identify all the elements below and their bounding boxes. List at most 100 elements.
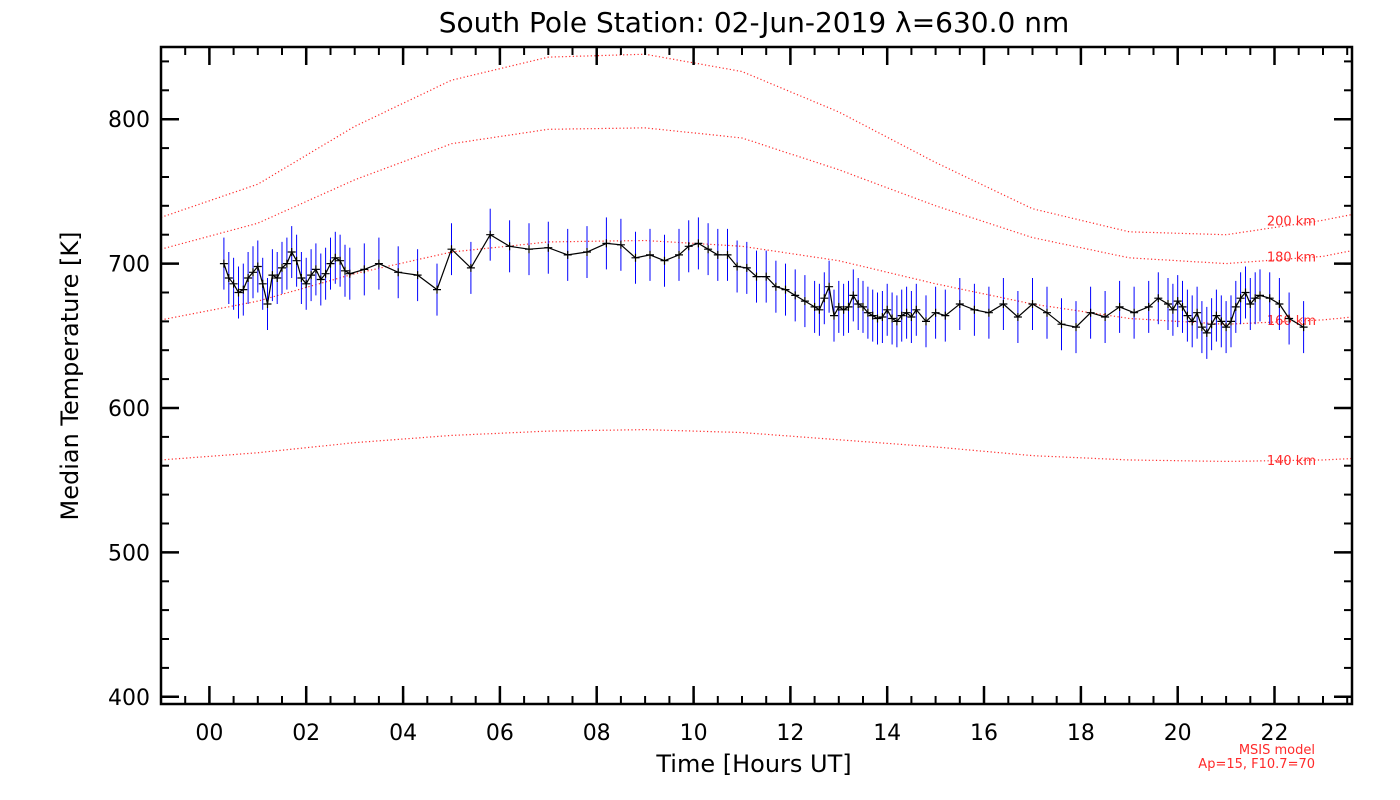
data-point <box>563 250 572 259</box>
data-point <box>486 230 495 239</box>
data-point <box>771 282 780 291</box>
data-point <box>907 313 916 321</box>
data-point <box>1072 323 1080 332</box>
data-point <box>219 259 228 268</box>
data-point <box>646 250 654 259</box>
data-point <box>287 248 296 256</box>
x-tick-label: 20 <box>1164 721 1192 746</box>
data-point <box>631 253 640 262</box>
data-point <box>810 302 819 311</box>
data-point <box>331 253 340 262</box>
data-point <box>1197 323 1206 332</box>
x-tick-label: 02 <box>292 721 320 746</box>
y-axis-label: Median Temperature [K] <box>56 231 84 520</box>
data-point <box>733 262 742 271</box>
data-point <box>868 311 877 320</box>
data-point <box>1222 323 1231 332</box>
data-point <box>263 300 272 308</box>
data-point <box>544 243 553 252</box>
data-point <box>321 269 330 278</box>
data-point <box>815 305 824 314</box>
data-point <box>873 314 882 323</box>
data-point <box>525 245 533 254</box>
data-point <box>892 317 901 326</box>
data-point <box>583 248 591 256</box>
x-tick-label: 04 <box>389 721 417 746</box>
data-point <box>1285 314 1294 323</box>
data-point <box>820 294 829 303</box>
data-point <box>902 308 911 317</box>
data-point <box>1202 328 1211 337</box>
temperature-line <box>223 233 1304 334</box>
data-point <box>1246 300 1255 308</box>
data-point <box>278 263 286 272</box>
data-point <box>1275 300 1284 308</box>
data-point <box>849 291 858 300</box>
data-point <box>1183 311 1192 320</box>
data-point <box>1212 311 1221 320</box>
plot-frame <box>159 45 1354 706</box>
x-axis-label: Time [Hours UT] <box>655 750 851 778</box>
y-tick-label: 800 <box>108 108 150 133</box>
data-point <box>723 250 732 259</box>
data-point <box>1231 302 1240 311</box>
data-point <box>1028 300 1037 308</box>
data-point <box>1188 317 1197 326</box>
data-point <box>1115 302 1124 311</box>
data-point <box>791 291 800 300</box>
data-point <box>307 271 316 280</box>
data-point <box>433 285 441 294</box>
data-point <box>602 239 611 248</box>
x-tick-label: 12 <box>776 721 804 746</box>
data-point <box>1013 313 1022 321</box>
data-point <box>1178 302 1187 311</box>
data-point <box>1217 317 1226 326</box>
data-point <box>341 266 349 275</box>
data-point <box>888 314 897 323</box>
model-label-180km: 180 km <box>1267 250 1316 265</box>
data-point <box>394 268 403 277</box>
data-point <box>258 279 267 288</box>
data-point <box>316 275 325 284</box>
data-point <box>834 302 843 311</box>
data-point <box>878 313 887 321</box>
temperature-series <box>219 230 1308 337</box>
data-point <box>345 269 354 278</box>
y-tick-label: 500 <box>108 541 150 566</box>
data-point <box>800 297 809 306</box>
data-point <box>897 311 906 320</box>
data-point <box>1101 313 1110 321</box>
data-point <box>854 300 863 308</box>
data-point <box>1168 305 1177 314</box>
x-tick-label: 06 <box>486 721 514 746</box>
data-point <box>883 305 892 314</box>
data-point <box>844 302 853 311</box>
data-point <box>505 242 514 251</box>
data-point <box>1207 320 1216 329</box>
data-point <box>360 265 369 274</box>
data-point <box>336 256 345 265</box>
x-tick-label: 18 <box>1067 721 1095 746</box>
x-tick-label: 16 <box>970 721 998 746</box>
data-point <box>781 285 790 294</box>
data-point <box>1164 300 1172 308</box>
data-point <box>374 259 383 268</box>
data-point <box>297 274 306 282</box>
data-point <box>616 240 625 249</box>
data-point <box>1227 317 1235 326</box>
model-note-params: Ap=15, F10.7=70 <box>1198 757 1315 772</box>
data-point <box>466 263 475 272</box>
data-point <box>1057 320 1066 329</box>
data-point <box>302 279 311 288</box>
data-point <box>713 250 722 259</box>
data-point <box>249 268 257 277</box>
data-point <box>1241 288 1250 297</box>
data-point <box>684 242 693 251</box>
data-point <box>1251 294 1260 303</box>
data-point <box>413 271 422 280</box>
data-point <box>244 274 253 282</box>
data-point <box>762 272 771 281</box>
data-point <box>229 279 238 288</box>
data-point <box>675 250 683 259</box>
